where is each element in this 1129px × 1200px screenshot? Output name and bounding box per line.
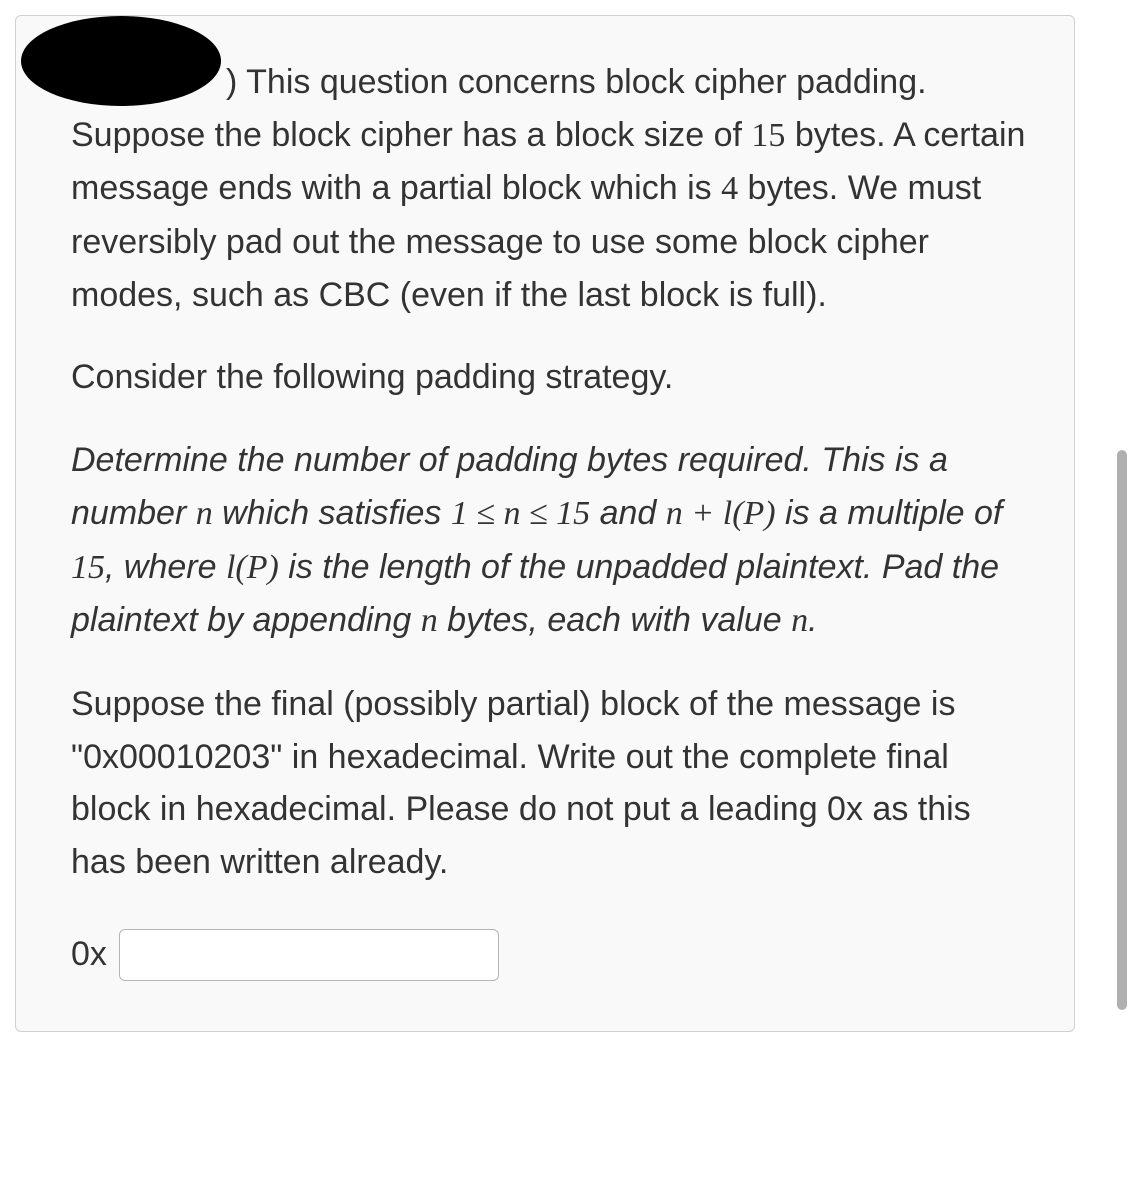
para3-text-5: , where bbox=[105, 548, 226, 586]
var-n-2: n bbox=[504, 495, 521, 532]
question-paragraph-1: ) This question concerns block cipher pa… bbox=[71, 56, 1034, 321]
expr-plus: + bbox=[683, 495, 723, 532]
question-paragraph-2: Consider the following padding strategy. bbox=[71, 351, 1034, 404]
para3-num-15: 15 bbox=[71, 549, 105, 586]
para1-num-2: 4 bbox=[721, 170, 738, 207]
var-n-5: n bbox=[791, 602, 808, 639]
var-n-4: n bbox=[421, 602, 438, 639]
scrollbar-track[interactable] bbox=[1115, 0, 1129, 1200]
var-n-3: n bbox=[666, 495, 683, 532]
para3-text-7: bytes, each with value bbox=[438, 601, 791, 639]
scrollbar-thumb[interactable] bbox=[1117, 450, 1127, 1010]
para3-text-3: and bbox=[590, 494, 666, 532]
para3-text-4: is a multiple of bbox=[776, 494, 1003, 532]
question-container: ) This question concerns block cipher pa… bbox=[15, 15, 1075, 1032]
para3-text-2: which satisfies bbox=[213, 494, 451, 532]
answer-row: 0x bbox=[71, 929, 1034, 981]
ineq-left: 1 ≤ bbox=[451, 495, 504, 532]
ineq-right: ≤ 15 bbox=[521, 495, 591, 532]
para3-text-8: . bbox=[808, 601, 817, 639]
question-paragraph-3: Determine the number of padding bytes re… bbox=[71, 434, 1034, 648]
question-paragraph-4: Suppose the final (possibly partial) blo… bbox=[71, 678, 1034, 889]
redacted-mark bbox=[21, 16, 221, 106]
answer-prefix: 0x bbox=[71, 935, 107, 974]
var-n-1: n bbox=[196, 495, 213, 532]
expr-lP-1: l(P) bbox=[723, 495, 776, 532]
expr-lP-2: l(P) bbox=[226, 549, 279, 586]
para1-num-1: 15 bbox=[751, 117, 785, 154]
answer-input[interactable] bbox=[119, 929, 499, 981]
